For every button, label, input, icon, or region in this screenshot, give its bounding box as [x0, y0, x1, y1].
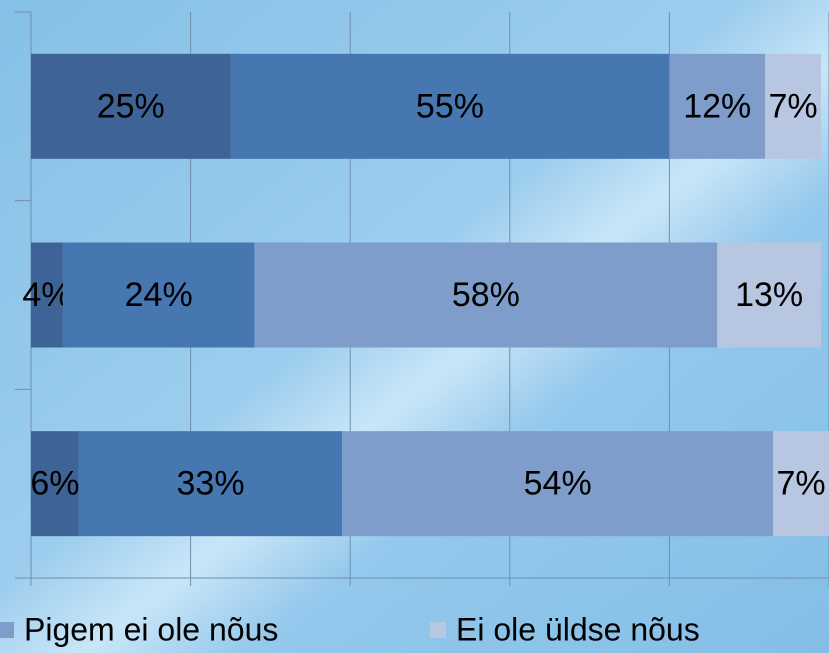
- data-label: 33%: [177, 465, 245, 503]
- data-label: 58%: [452, 276, 520, 314]
- bar-segment: [717, 242, 822, 348]
- bar-segment: [669, 53, 766, 159]
- legend-label: Ei ole üldse nõus: [456, 611, 700, 647]
- bar-segment: [31, 53, 231, 159]
- bar-segment: [254, 242, 718, 348]
- bar-segment: [230, 53, 670, 159]
- legend-swatch: [0, 622, 14, 638]
- bar-segment: [62, 242, 255, 348]
- data-label: 55%: [416, 87, 484, 125]
- data-label: 6%: [30, 465, 79, 503]
- bar-segment: [31, 242, 63, 348]
- plot: 25% 55% 12% 7%4% 24% 58% 13%6% 33% 54% 7%Pigem ei…: [0, 11, 829, 647]
- bar-segment: [31, 431, 79, 537]
- bar-segment: [773, 431, 829, 537]
- bar-segment: [342, 431, 774, 537]
- data-label: 7%: [769, 87, 818, 125]
- data-label: 13%: [735, 276, 803, 314]
- data-label: 7%: [776, 465, 825, 503]
- data-label: 12%: [683, 87, 751, 125]
- legend-swatch: [430, 622, 446, 638]
- data-label: 25%: [97, 87, 165, 125]
- data-label: 24%: [125, 276, 193, 314]
- data-label: 54%: [524, 465, 592, 503]
- bar-segment: [765, 53, 822, 159]
- bar-segment: [78, 431, 343, 537]
- legend-label: Pigem ei ole nõus: [24, 611, 278, 647]
